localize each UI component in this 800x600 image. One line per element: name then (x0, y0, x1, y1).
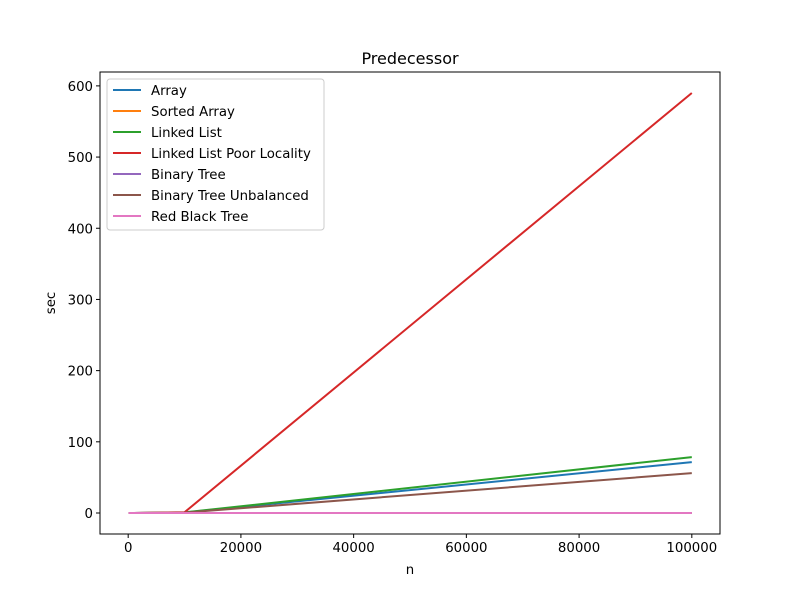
legend-label: Binary Tree Unbalanced (151, 189, 309, 204)
legend-label: Linked List Poor Locality (151, 147, 311, 162)
x-tick-label: 0 (124, 541, 132, 556)
y-axis-label: sec (44, 292, 59, 314)
x-tick-label: 100000 (666, 541, 717, 556)
legend-box (106, 78, 325, 231)
x-tick-label: 20000 (220, 541, 262, 556)
axes-frame (99, 71, 721, 535)
legend-label: Array (151, 84, 187, 99)
legend-label: Sorted Array (151, 105, 235, 120)
x-tick-label: 80000 (558, 541, 600, 556)
legend: Array Sorted Array Linked List Linked List … (106, 78, 325, 231)
legend-label: Linked List (151, 126, 222, 141)
chart-title: Predecessor (361, 49, 459, 68)
y-tick-label: 600 (68, 80, 93, 95)
x-axis: 0 20000 40000 60000 80000 100000 (124, 534, 717, 556)
y-tick-label: 400 (68, 222, 93, 237)
plot-area (128, 92, 693, 514)
x-axis-label: n (406, 563, 414, 578)
y-axis: 0 100 200 300 400 500 600 (68, 80, 100, 522)
y-tick-label: 300 (68, 293, 93, 308)
y-tick-label: 100 (68, 436, 93, 451)
y-tick-label: 200 (68, 365, 93, 380)
legend-label: Red Black Tree (151, 210, 248, 225)
y-tick-label: 500 (68, 151, 93, 166)
legend-label: Binary Tree (151, 168, 226, 183)
y-tick-label: 0 (85, 507, 93, 522)
x-tick-label: 60000 (445, 541, 487, 556)
x-tick-label: 40000 (332, 541, 374, 556)
